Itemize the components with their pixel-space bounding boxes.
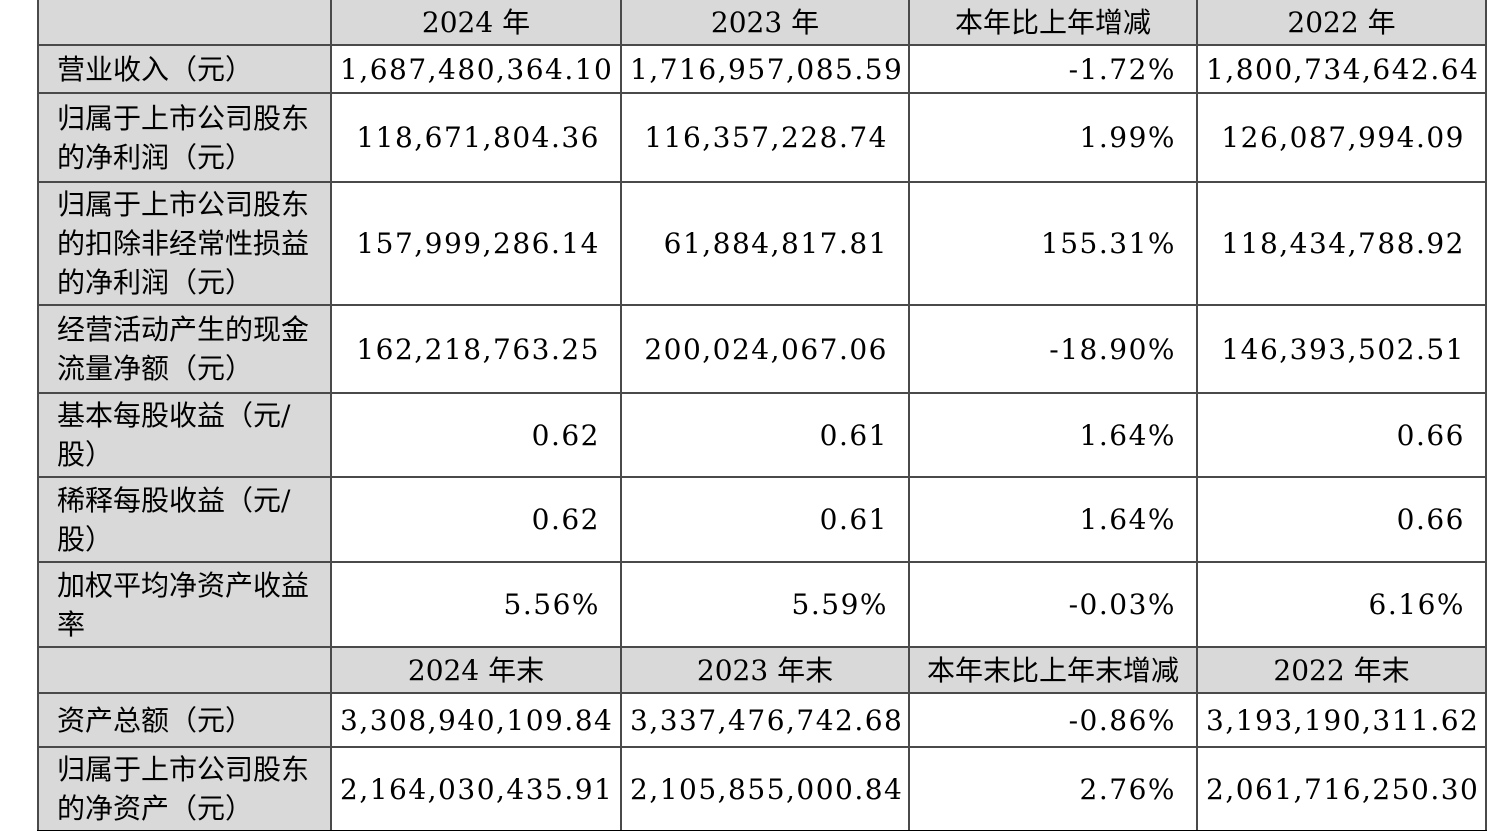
value-cell-2023: 0.61 [620,476,910,563]
value-cell-2024: 118,671,804.36 [330,92,622,183]
header-cell-empty [37,646,332,694]
table-row-diluted-eps: 稀释每股收益（元/股） 0.62 0.61 1.64% 0.66 [37,476,1487,563]
header-cell-2024-end: 2024 年末 [330,646,622,694]
value-cell-2024: 0.62 [330,476,622,563]
value-cell-2024: 2,164,030,435.91 [330,746,622,831]
metric-label-cell: 营业收入（元） [37,44,332,94]
header-cell-empty [37,0,332,46]
financial-summary-table: 2024 年 2023 年 本年比上年增减 2022 年 营业收入（元） 1,6… [37,0,1487,831]
value-cell-2023: 3,337,476,742.68 [620,692,910,748]
metric-label-cell: 稀释每股收益（元/股） [37,476,332,563]
metric-label-cell: 归属于上市公司股东的净资产（元） [37,746,332,831]
header-cell-2023-end: 2023 年末 [620,646,910,694]
metric-label-cell: 基本每股收益（元/股） [37,392,332,478]
table-row-net-profit: 归属于上市公司股东的净利润（元） 118,671,804.36 116,357,… [37,92,1487,183]
value-cell-2022: 0.66 [1196,476,1487,563]
table-row-basic-eps: 基本每股收益（元/股） 0.62 0.61 1.64% 0.66 [37,392,1487,478]
metric-label-cell: 加权平均净资产收益率 [37,561,332,648]
header-cell-2022-end: 2022 年末 [1196,646,1487,694]
value-cell-2022: 6.16% [1196,561,1487,648]
value-cell-2024: 5.56% [330,561,622,648]
value-cell-2022: 3,193,190,311.62 [1196,692,1487,748]
value-cell-2023: 61,884,817.81 [620,181,910,306]
period-end-header-row: 2024 年末 2023 年末 本年末比上年末增减 2022 年末 [37,646,1487,694]
table-row-weighted-avg-roe: 加权平均净资产收益率 5.56% 5.59% -0.03% 6.16% [37,561,1487,648]
header-cell-yoy-change: 本年比上年增减 [908,0,1198,46]
value-cell-2024: 1,687,480,364.10 [330,44,622,94]
value-cell-2024: 162,218,763.25 [330,304,622,394]
value-cell-2022: 0.66 [1196,392,1487,478]
metric-label-cell: 归属于上市公司股东的扣除非经常性损益的净利润（元） [37,181,332,306]
value-cell-2022: 126,087,994.09 [1196,92,1487,183]
value-cell-2022: 146,393,502.51 [1196,304,1487,394]
value-cell-change: -0.86% [908,692,1198,748]
value-cell-2023: 1,716,957,085.59 [620,44,910,94]
header-cell-2022: 2022 年 [1196,0,1487,46]
value-cell-2023: 2,105,855,000.84 [620,746,910,831]
period-header-row: 2024 年 2023 年 本年比上年增减 2022 年 [37,0,1487,46]
table-row-net-assets: 归属于上市公司股东的净资产（元） 2,164,030,435.91 2,105,… [37,746,1487,831]
value-cell-change: 155.31% [908,181,1198,306]
table-row-total-assets: 资产总额（元） 3,308,940,109.84 3,337,476,742.6… [37,692,1487,748]
value-cell-2022: 2,061,716,250.30 [1196,746,1487,831]
header-cell-end-change: 本年末比上年末增减 [908,646,1198,694]
table-row-net-profit-excl-nonrecurring: 归属于上市公司股东的扣除非经常性损益的净利润（元） 157,999,286.14… [37,181,1487,306]
value-cell-change: -18.90% [908,304,1198,394]
metric-label-cell: 资产总额（元） [37,692,332,748]
value-cell-2022: 118,434,788.92 [1196,181,1487,306]
value-cell-change: 1.64% [908,392,1198,478]
metric-label-cell: 归属于上市公司股东的净利润（元） [37,92,332,183]
value-cell-2024: 3,308,940,109.84 [330,692,622,748]
value-cell-2024: 0.62 [330,392,622,478]
value-cell-2023: 0.61 [620,392,910,478]
value-cell-2022: 1,800,734,642.64 [1196,44,1487,94]
value-cell-change: 1.64% [908,476,1198,563]
value-cell-2023: 200,024,067.06 [620,304,910,394]
value-cell-change: -0.03% [908,561,1198,648]
header-cell-2024: 2024 年 [330,0,622,46]
value-cell-change: 1.99% [908,92,1198,183]
table-row-operating-cash-flow: 经营活动产生的现金流量净额（元） 162,218,763.25 200,024,… [37,304,1487,394]
header-cell-2023: 2023 年 [620,0,910,46]
table-row-revenue: 营业收入（元） 1,687,480,364.10 1,716,957,085.5… [37,44,1487,94]
value-cell-change: -1.72% [908,44,1198,94]
value-cell-2023: 5.59% [620,561,910,648]
metric-label-cell: 经营活动产生的现金流量净额（元） [37,304,332,394]
value-cell-change: 2.76% [908,746,1198,831]
value-cell-2023: 116,357,228.74 [620,92,910,183]
value-cell-2024: 157,999,286.14 [330,181,622,306]
